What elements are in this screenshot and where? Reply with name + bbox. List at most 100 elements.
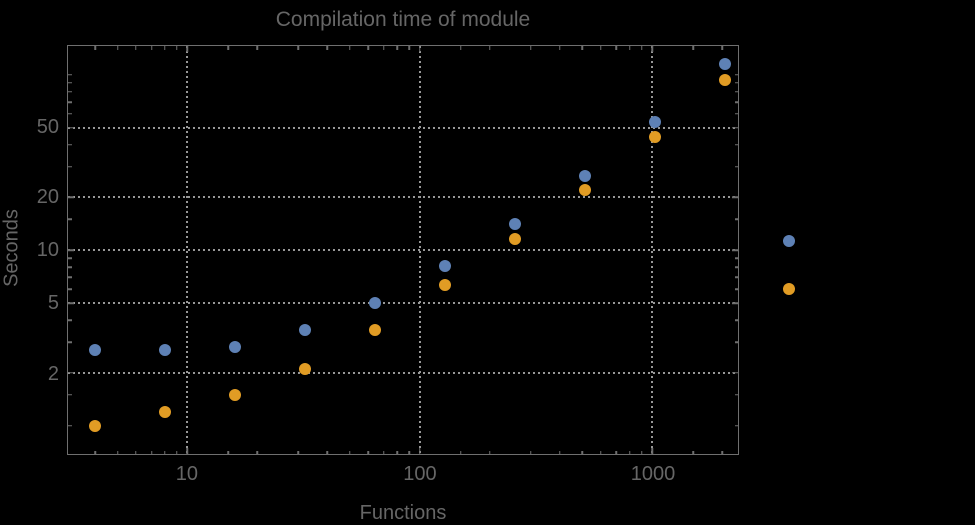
tick-mark: [734, 257, 738, 260]
tick-mark: [529, 46, 532, 50]
tick-mark: [396, 46, 399, 50]
tick-mark: [599, 450, 602, 454]
data-point-orange: [648, 130, 661, 143]
tick-mark: [135, 450, 137, 454]
x-axis-title: Functions: [359, 502, 447, 524]
tick-mark: [349, 46, 351, 50]
data-point-blue: [89, 344, 102, 357]
grid-line-horizontal: [68, 371, 738, 374]
data-point-orange: [298, 363, 311, 376]
tick-mark: [164, 46, 166, 50]
tick-mark: [734, 218, 738, 221]
tick-mark: [150, 46, 153, 50]
tick-mark: [628, 450, 631, 454]
tick-mark: [558, 46, 561, 50]
tick-mark: [408, 450, 410, 454]
tick-mark: [599, 46, 602, 50]
tick-mark: [297, 46, 300, 50]
tick-mark: [68, 372, 74, 374]
tick-mark: [68, 101, 72, 103]
data-point-blue: [368, 297, 381, 310]
data-point-blue: [158, 344, 171, 357]
grid-line-horizontal: [68, 126, 738, 129]
tick-mark: [68, 218, 72, 221]
tick-mark: [734, 394, 738, 396]
tick-mark: [227, 450, 230, 454]
tick-mark: [349, 450, 351, 454]
tick-mark: [164, 450, 166, 454]
tick-mark: [256, 450, 259, 454]
tick-mark: [68, 126, 74, 129]
tick-mark: [176, 46, 178, 50]
grid-line-horizontal: [68, 302, 738, 305]
data-point-orange: [578, 184, 591, 197]
tick-mark: [734, 113, 738, 115]
tick-mark: [734, 276, 738, 279]
tick-mark: [581, 450, 583, 454]
legend-marker-orange: [783, 283, 795, 295]
tick-mark: [68, 319, 72, 321]
data-point-blue: [508, 218, 521, 231]
x-tick-label: 1000: [630, 463, 676, 485]
tick-mark: [732, 249, 738, 252]
tick-mark: [419, 448, 421, 454]
tick-mark: [176, 450, 178, 454]
data-point-blue: [648, 116, 661, 129]
tick-mark: [558, 450, 561, 454]
tick-mark: [326, 450, 329, 454]
tick-mark: [135, 46, 137, 50]
tick-mark: [732, 372, 738, 374]
tick-mark: [529, 450, 532, 454]
tick-mark: [734, 101, 738, 103]
data-point-blue: [298, 324, 311, 337]
x-tick-label: 10: [175, 463, 198, 485]
tick-mark: [68, 113, 72, 115]
tick-mark: [367, 46, 370, 50]
tick-mark: [419, 46, 421, 52]
tick-mark: [721, 46, 723, 50]
chart-title: Compilation time of module: [275, 8, 531, 31]
y-tick-label: 50: [36, 116, 59, 139]
tick-mark: [651, 46, 653, 52]
tick-mark: [734, 266, 738, 269]
y-tick-label: 2: [47, 362, 59, 385]
data-point-orange: [158, 405, 171, 418]
tick-mark: [68, 74, 72, 76]
y-tick-label: 10: [36, 239, 59, 262]
tick-mark: [489, 46, 491, 50]
grid-line-horizontal: [68, 249, 738, 252]
tick-mark: [68, 394, 72, 396]
data-point-blue: [228, 341, 241, 354]
tick-mark: [256, 46, 259, 50]
tick-mark: [68, 257, 72, 260]
tick-mark: [396, 450, 399, 454]
tick-mark: [692, 46, 694, 50]
tick-mark: [116, 450, 119, 454]
tick-mark: [732, 302, 738, 304]
tick-mark: [732, 196, 738, 199]
tick-mark: [68, 276, 72, 279]
plot-area: [67, 45, 739, 455]
tick-mark: [68, 288, 72, 290]
tick-mark: [640, 46, 643, 50]
tick-mark: [628, 46, 631, 50]
tick-mark: [186, 448, 189, 454]
data-point-blue: [438, 260, 451, 273]
legend: [783, 235, 795, 295]
y-tick-label: 20: [36, 186, 59, 209]
tick-mark: [68, 165, 72, 168]
tick-mark: [734, 143, 738, 146]
legend-marker-blue: [783, 235, 795, 247]
y-tick-label: 5: [47, 292, 59, 315]
tick-mark: [297, 450, 300, 454]
tick-mark: [68, 82, 72, 84]
tick-mark: [68, 266, 72, 269]
tick-mark: [68, 249, 74, 252]
tick-mark: [734, 91, 738, 93]
data-point-orange: [718, 73, 731, 86]
tick-mark: [68, 143, 72, 146]
tick-mark: [581, 46, 583, 50]
tick-mark: [68, 341, 72, 343]
tick-mark: [734, 424, 738, 427]
